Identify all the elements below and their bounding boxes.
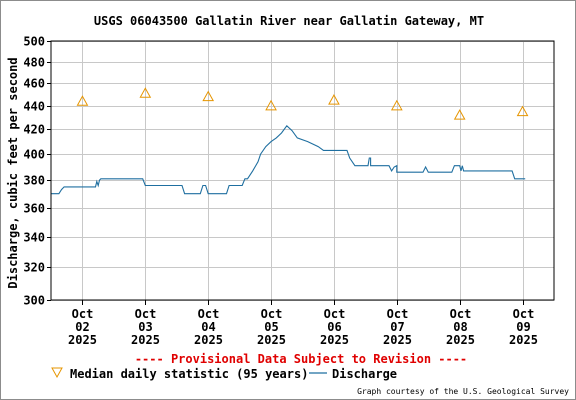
x-tick-label: 02 (75, 320, 89, 334)
discharge-series (51, 124, 526, 195)
x-tick-label: Oct (387, 307, 409, 321)
legend: Median daily statistic (95 years) Discha… (51, 367, 397, 381)
x-tick-label: 08 (453, 320, 467, 334)
x-tick-label: 2025 (320, 333, 349, 347)
x-tick-label: Oct (135, 307, 157, 321)
discharge-line (51, 124, 526, 195)
plot-border (50, 40, 555, 301)
y-tick-label: 380 (23, 174, 45, 188)
median-marker (139, 87, 152, 98)
y-tick-label: 400 (23, 148, 45, 162)
x-axis: Oct022025Oct032025Oct042025Oct052025Oct0… (68, 300, 538, 347)
x-tick-label: 03 (138, 320, 152, 334)
y-tick-label: 340 (23, 231, 45, 245)
chart-title: USGS 06043500 Gallatin River near Gallat… (94, 14, 484, 28)
y-tick-label: 440 (23, 100, 45, 114)
median-marker (516, 105, 529, 117)
y-tick-label: 360 (23, 202, 45, 216)
x-tick-label: Oct (198, 307, 220, 321)
x-tick-label: Oct (261, 307, 283, 321)
x-tick-label: 2025 (383, 333, 412, 347)
x-tick-label: 2025 (194, 333, 223, 347)
x-tick-label: 2025 (257, 333, 286, 347)
x-tick-label: 2025 (446, 333, 475, 347)
median-markers (76, 87, 529, 120)
y-axis: 300 320 340 360 380 400 420 440 460 480 500 (23, 35, 51, 308)
median-marker (202, 90, 215, 102)
x-tick-label: Oct (72, 307, 94, 321)
median-marker (265, 99, 277, 111)
x-tick-label: 04 (201, 320, 215, 334)
credit-text: Graph courtesy of the U.S. Geological Su… (357, 387, 569, 396)
y-tick-label: 500 (23, 35, 45, 49)
median-marker (453, 109, 466, 120)
x-tick-label: 05 (264, 320, 278, 334)
legend-discharge-label: Discharge (332, 367, 397, 381)
x-tick-label: Oct (450, 307, 472, 321)
median-marker (328, 94, 340, 105)
y-tick-label: 420 (23, 123, 45, 137)
x-tick-label: 2025 (68, 333, 97, 347)
legend-median-label: Median daily statistic (95 years) (70, 367, 308, 381)
x-tick-label: 09 (516, 320, 530, 334)
x-tick-label: Oct (324, 307, 346, 321)
provisional-note: ---- Provisional Data Subject to Revisio… (135, 352, 467, 366)
median-marker (390, 99, 403, 111)
x-tick-label: 07 (390, 320, 404, 334)
x-tick-label: 2025 (509, 333, 538, 347)
x-tick-label: 2025 (131, 333, 160, 347)
y-tick-label: 300 (23, 294, 45, 308)
y-tick-label: 320 (23, 261, 45, 275)
y-tick-label: 480 (23, 56, 45, 70)
y-axis-label: Discharge, cubic feet per second (6, 57, 20, 288)
x-tick-label: Oct (513, 307, 535, 321)
y-tick-label: 460 (23, 77, 45, 91)
median-marker (76, 95, 89, 106)
x-tick-label: 06 (327, 320, 341, 334)
legend-triangle-icon (51, 367, 63, 379)
